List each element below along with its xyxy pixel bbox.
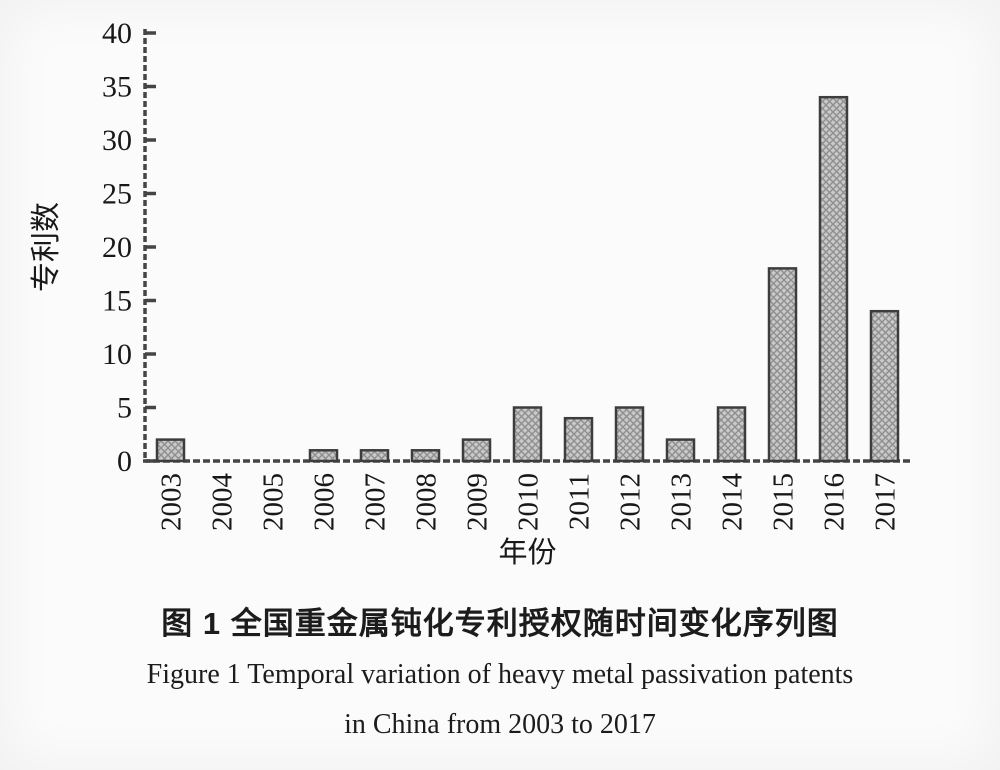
bar-2017 — [869, 309, 900, 463]
bar-2006 — [308, 449, 339, 463]
bar-2010 — [512, 406, 543, 463]
y-tick-label-0: 0 — [117, 445, 132, 478]
y-tick-label-35: 35 — [102, 71, 132, 104]
x-tick-label-2013: 2013 — [666, 473, 698, 531]
figure-caption-english-line1: Figure 1 Temporal variation of heavy met… — [146, 659, 854, 690]
x-tick-label-2003: 2003 — [156, 473, 188, 531]
x-tick-label-2015: 2015 — [768, 473, 800, 531]
bar-2014 — [716, 406, 747, 463]
y-tick-label-10: 10 — [102, 338, 132, 371]
y-tick-label-25: 25 — [102, 178, 132, 211]
y-tick-label-20: 20 — [102, 231, 132, 264]
y-tick-label-40: 40 — [102, 17, 132, 50]
bar-2016 — [818, 95, 849, 463]
y-tick-label-5: 5 — [117, 392, 132, 425]
x-tick-label-2011: 2011 — [564, 473, 596, 530]
x-tick-label-2016: 2016 — [819, 473, 851, 531]
figure-caption-english-line2: in China from 2003 to 2017 — [344, 709, 656, 740]
x-tick-label-2014: 2014 — [717, 473, 749, 532]
y-axis-title: 专利数 — [30, 202, 63, 292]
y-tick-label-15: 15 — [102, 285, 132, 318]
bar-2013 — [665, 438, 696, 463]
x-tick-label-2009: 2009 — [462, 473, 494, 531]
x-axis-title: 年份 — [498, 536, 556, 569]
x-tick-label-2007: 2007 — [360, 473, 392, 531]
bars-group — [155, 95, 900, 463]
x-tick-label-2006: 2006 — [309, 473, 341, 531]
bar-2009 — [461, 438, 492, 463]
y-tick-label-30: 30 — [102, 124, 132, 157]
x-tick-label-2012: 2012 — [615, 473, 647, 531]
axis-labels-group: 0 5 10 15 20 25 30 35 40 2003 2004 2005 2006 2007 2008… — [30, 17, 902, 569]
bar-2007 — [359, 449, 390, 463]
bar-chart: 0 5 10 15 20 25 30 35 40 2003 2004 2005 2006 2007 2008… — [30, 17, 910, 569]
x-tick-label-2010: 2010 — [513, 473, 545, 531]
x-tick-label-2008: 2008 — [411, 473, 443, 531]
bar-2003 — [155, 438, 186, 463]
bar-2015 — [767, 267, 798, 463]
bar-2012 — [614, 406, 645, 463]
bar-2011 — [563, 416, 594, 463]
figure-caption-chinese: 图 1 全国重金属钝化专利授权随时间变化序列图 — [161, 606, 839, 641]
x-tick-label-2004: 2004 — [207, 473, 239, 532]
x-tick-label-2017: 2017 — [870, 473, 902, 531]
x-tick-label-2005: 2005 — [258, 473, 290, 531]
bar-2008 — [410, 449, 441, 463]
